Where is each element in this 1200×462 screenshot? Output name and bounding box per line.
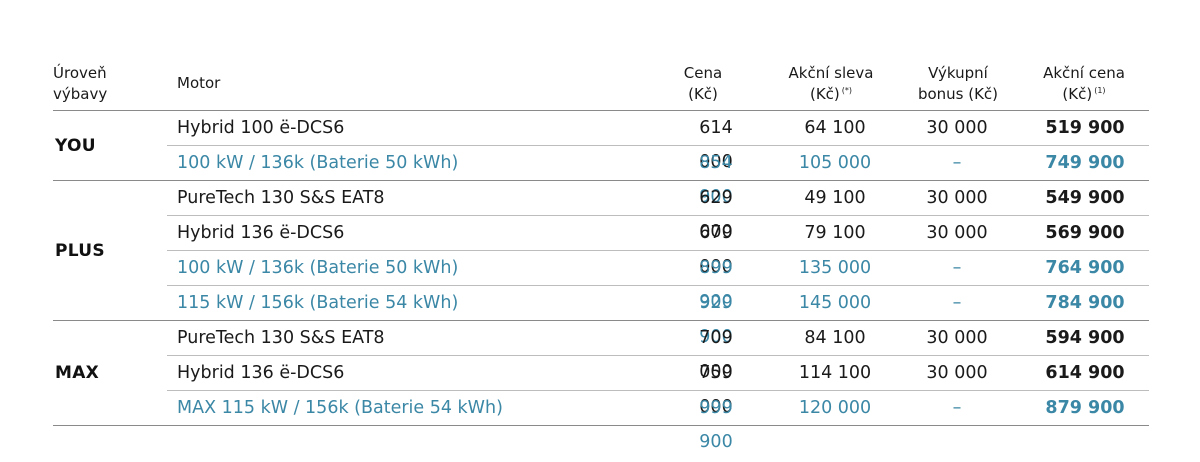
header-price-line2: (Kč) (688, 85, 718, 103)
bonus-cell: – (952, 293, 962, 313)
trim-rows: Hybrid 100 ë-DCS6 614 000 64 100 30 000 519 … (167, 111, 1149, 207)
discount-cell: 114 100 (798, 363, 872, 383)
action-price-cell: 764 900 (1045, 258, 1125, 278)
bonus-cell: – (952, 258, 962, 278)
price-cell: 899 900 (699, 258, 733, 312)
motor-cell: Hybrid 100 ë-DCS6 (177, 118, 345, 138)
discount-cell: 120 000 (798, 398, 872, 418)
discount-cell: 79 100 (804, 223, 866, 243)
discount-cell: 105 000 (798, 153, 872, 173)
trim-rows: PureTech 130 S&S EAT8 709 000 84 100 30 000… (167, 321, 1149, 452)
price-cell: 679 000 (699, 223, 733, 277)
action-price-cell: 749 900 (1045, 153, 1125, 173)
table-body: YOU Hybrid 100 ë-DCS6 614 000 64 100 30 000 5… (53, 111, 1149, 452)
header-motor: Motor (177, 74, 221, 92)
header-price: Cena (Kč) (662, 63, 744, 105)
price-cell: 629 000 (699, 188, 733, 242)
trim-group: YOU Hybrid 100 ë-DCS6 614 000 64 100 30 000 5… (53, 111, 1149, 207)
table-row: 100 kW / 136k (Baterie 50 kWh) 854 900 105… (167, 145, 1149, 207)
motor-cell: MAX 115 kW / 156k (Baterie 54 kWh) (177, 398, 503, 418)
header-action-unit: (Kč) (1062, 85, 1093, 103)
action-price-cell: 549 900 (1045, 188, 1125, 208)
action-price-cell: 879 900 (1045, 398, 1125, 418)
trim-level-label: YOU (55, 135, 96, 156)
header-level: Úroveň výbavy (53, 63, 107, 105)
discount-cell: 84 100 (804, 328, 866, 348)
table-header: Úroveň výbavy Motor Cena (Kč) Akční slev… (53, 60, 1149, 111)
action-price-cell: 614 900 (1045, 363, 1125, 383)
header-action-line2: (Kč) (1) (1028, 84, 1140, 107)
header-action-sup: (1) (1094, 86, 1106, 95)
table-row: 115 kW / 156k (Baterie 54 kWh) 929 900 145… (167, 285, 1149, 347)
price-cell: 854 900 (699, 153, 733, 207)
bonus-cell: – (952, 398, 962, 418)
header-bonus-line1: Výkupní (928, 64, 988, 82)
header-action-price: Akční cena (Kč) (1) (1028, 63, 1140, 107)
action-price-cell: 519 900 (1045, 118, 1125, 138)
discount-cell: 135 000 (798, 258, 872, 278)
header-discount: Akční sleva (Kč) (*) (774, 63, 888, 107)
table-row: PureTech 130 S&S EAT8 709 000 84 100 30 000… (167, 321, 1149, 382)
table-row: Hybrid 136 ë-DCS6 679 000 79 100 30 000 569 … (167, 215, 1149, 277)
price-cell: 759 000 (699, 363, 733, 417)
action-price-cell: 594 900 (1045, 328, 1125, 348)
table-row: Hybrid 100 ë-DCS6 614 000 64 100 30 000 519 … (167, 111, 1149, 172)
trim-rows: PureTech 130 S&S EAT8 629 000 49 100 30 000… (167, 181, 1149, 347)
header-action-line1: Akční cena (1043, 64, 1125, 82)
table-row: Hybrid 136 ë-DCS6 759 000 114 100 30 000 614… (167, 355, 1149, 417)
table-row: 100 kW / 136k (Baterie 50 kWh) 899 900 135… (167, 250, 1149, 312)
motor-cell: Hybrid 136 ë-DCS6 (177, 223, 345, 243)
header-discount-line1: Akční sleva (788, 64, 874, 82)
bonus-cell: 30 000 (926, 188, 988, 208)
trim-group: MAX PureTech 130 S&S EAT8 709 000 84 100 30 … (53, 321, 1149, 452)
header-bonus-line2: bonus (Kč) (917, 85, 999, 103)
header-level-line1: Úroveň (53, 64, 107, 82)
motor-cell: 100 kW / 136k (Baterie 50 kWh) (177, 258, 459, 278)
header-bonus: Výkupní bonus (Kč) (905, 63, 1011, 105)
trim-level-label: PLUS (55, 240, 105, 261)
trim-level-label: MAX (55, 363, 100, 383)
action-price-cell: 784 900 (1045, 293, 1125, 313)
discount-cell: 145 000 (798, 293, 872, 313)
price-cell: 614 000 (699, 118, 733, 172)
bonus-cell: 30 000 (926, 118, 988, 138)
action-price-cell: 569 900 (1045, 223, 1125, 243)
price-table: Úroveň výbavy Motor Cena (Kč) Akční slev… (53, 60, 1149, 452)
discount-cell: 64 100 (804, 118, 866, 138)
motor-cell: 100 kW / 136k (Baterie 50 kWh) (177, 153, 459, 173)
table-row: MAX 115 kW / 156k (Baterie 54 kWh) 999 90… (167, 390, 1149, 452)
motor-cell: 115 kW / 156k (Baterie 54 kWh) (177, 293, 459, 313)
bonus-cell: 30 000 (926, 328, 988, 348)
price-cell: 929 900 (699, 293, 733, 347)
motor-cell: PureTech 130 S&S EAT8 (177, 328, 385, 348)
header-discount-line2: (Kč) (*) (774, 84, 888, 107)
motor-cell: Hybrid 136 ë-DCS6 (177, 363, 345, 383)
bonus-cell: 30 000 (926, 363, 988, 383)
header-price-line1: Cena (683, 64, 723, 82)
motor-cell: PureTech 130 S&S EAT8 (177, 188, 385, 208)
header-discount-unit: (Kč) (809, 85, 840, 103)
price-cell: 999 900 (699, 398, 733, 452)
header-level-line2: výbavy (53, 85, 108, 103)
bonus-cell: – (952, 153, 962, 173)
discount-cell: 49 100 (804, 188, 866, 208)
price-cell: 709 000 (699, 328, 733, 382)
trim-group: PLUS PureTech 130 S&S EAT8 629 000 49 100 30… (53, 181, 1149, 347)
table-row: PureTech 130 S&S EAT8 629 000 49 100 30 000… (167, 181, 1149, 242)
bonus-cell: 30 000 (926, 223, 988, 243)
header-discount-sup: (*) (841, 86, 853, 95)
